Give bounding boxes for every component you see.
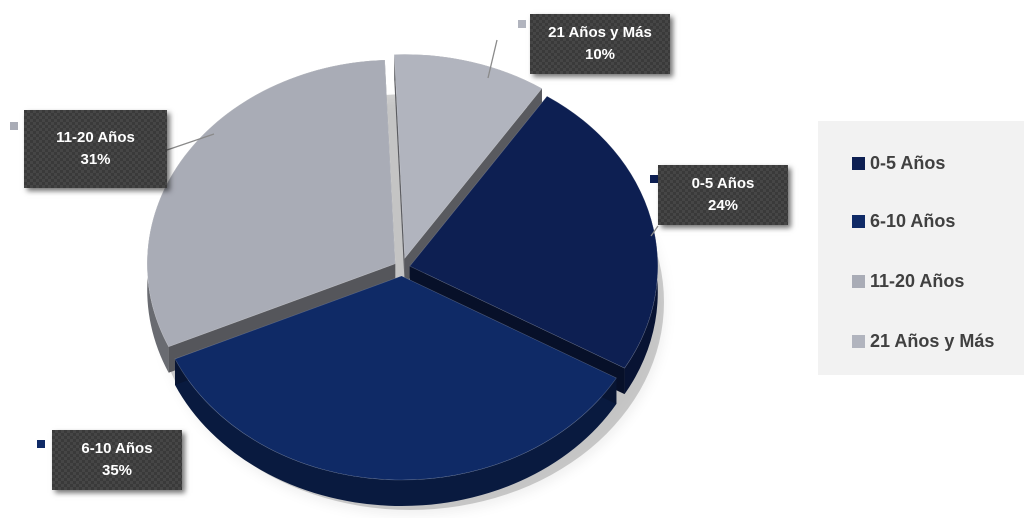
legend-swatch (852, 157, 865, 170)
leader-line (650, 225, 659, 237)
leader-line (166, 133, 215, 151)
data-label-value: 24% (707, 197, 739, 214)
data-label-category: 0-5 Años (691, 175, 755, 192)
data-label-category: 21 Años y Más (548, 24, 652, 41)
legend-label: 0-5 Años (870, 153, 946, 173)
pie-slice-edge (394, 54, 405, 285)
data-label: 6-10 Años 35% (52, 430, 182, 490)
legend-item: 0-5 Años (852, 153, 945, 174)
legend-item: 6-10 Años (852, 211, 955, 232)
legend-swatch (852, 335, 865, 348)
data-label-key (10, 122, 18, 130)
data-label-value: 35% (101, 462, 133, 479)
data-label-key (518, 20, 526, 28)
data-label-category: 11-20 Años (56, 129, 135, 146)
legend-swatch (852, 215, 865, 228)
data-label: 21 Años y Más 10% (530, 14, 670, 74)
data-label-key (650, 175, 658, 183)
data-label-key (37, 440, 45, 448)
data-label-value: 10% (584, 46, 616, 63)
pie-slice-2 (174, 275, 617, 481)
pie-slice-4 (393, 54, 543, 260)
pie-slice-3 (146, 59, 396, 348)
leader-line (487, 39, 498, 79)
chart-legend: 0-5 Años 6-10 Años 11-20 Años 21 Años y Más (818, 121, 1024, 375)
legend-swatch (852, 275, 865, 288)
legend-item: 21 Años y Más (852, 331, 994, 352)
data-label-category: 6-10 Años (81, 440, 153, 457)
legend-item: 11-20 Años (852, 271, 964, 292)
data-label: 11-20 Años 31% (24, 110, 167, 188)
data-label-value: 31% (80, 151, 111, 168)
legend-label: 21 Años y Más (870, 331, 995, 351)
legend-label: 11-20 Años (870, 271, 965, 291)
legend-label: 6-10 Años (870, 211, 956, 231)
pie-slice-1 (409, 95, 659, 369)
data-label: 0-5 Años 24% (658, 165, 788, 225)
pie-slice-side (175, 358, 617, 506)
